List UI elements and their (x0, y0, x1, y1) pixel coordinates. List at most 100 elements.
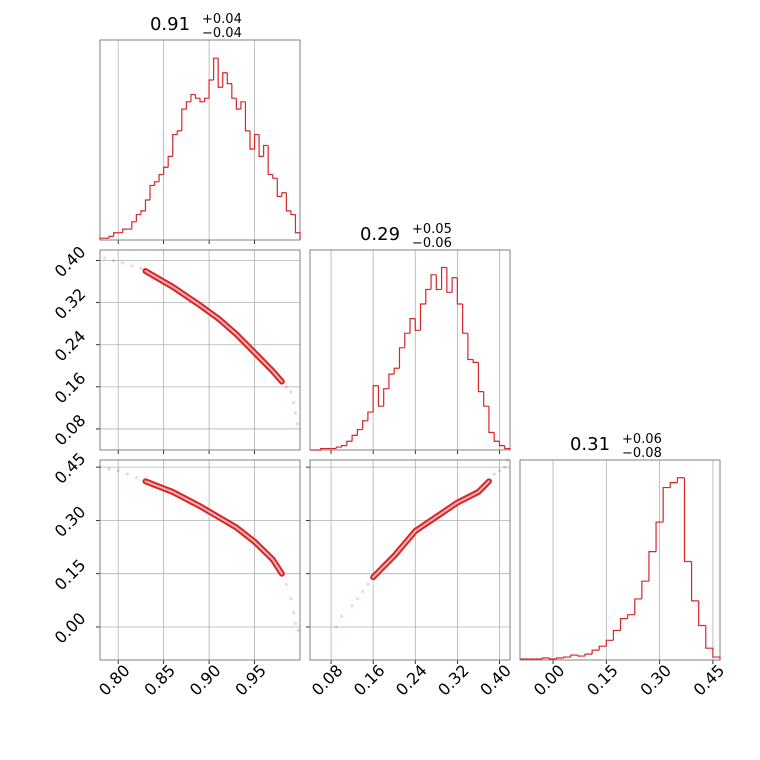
histogram-step (276, 178, 282, 197)
histogram-step (185, 101, 191, 110)
histogram-step (99, 237, 105, 240)
histogram-step (493, 432, 500, 442)
histogram-step (340, 445, 347, 448)
title-value: 0.29 (360, 224, 400, 245)
histogram-step (605, 639, 614, 647)
histogram-step (367, 411, 374, 421)
histogram-step (244, 101, 250, 132)
sample-point (295, 422, 299, 426)
histogram-step (153, 181, 160, 186)
y-tick-label: 0.24 (51, 327, 90, 366)
histogram-step (226, 72, 232, 85)
histogram-step (430, 274, 437, 290)
sample-point (289, 596, 293, 601)
panel-frame (309, 459, 511, 661)
sample-point (361, 589, 365, 594)
contour-outer (142, 478, 285, 577)
histogram-step (619, 618, 628, 631)
sample-point (350, 604, 354, 608)
title-plus: +0.04 (202, 12, 242, 27)
histogram-step (285, 192, 291, 212)
title-value: 0.91 (150, 14, 190, 35)
histogram-step (272, 174, 278, 179)
histogram-step (404, 332, 410, 348)
sample-point (505, 458, 509, 462)
histogram-step (267, 145, 273, 176)
sample-point (289, 390, 293, 394)
histogram-step (598, 645, 607, 651)
panel-frame (99, 459, 301, 661)
histogram-step (435, 274, 442, 291)
y-tick-label: 0.08 (51, 411, 90, 450)
sample-point (503, 465, 507, 469)
histogram-step (131, 221, 137, 230)
x-tick-label: 0.16 (350, 661, 389, 700)
panel-frame (99, 39, 301, 241)
histogram-step (144, 199, 150, 211)
title-plus: +0.05 (412, 222, 452, 237)
histogram-step (122, 228, 128, 233)
y-tick-label: 0.30 (51, 502, 90, 541)
histogram-step (425, 288, 432, 305)
histogram-step (440, 266, 447, 290)
contour-outer (142, 268, 285, 385)
histogram-step (208, 79, 214, 99)
y-tick-label: 0.45 (51, 449, 90, 488)
histogram-step (319, 447, 326, 450)
histogram-step (705, 625, 713, 649)
title-plus: +0.06 (622, 432, 662, 447)
histogram-step (199, 98, 205, 103)
title-minus: −0.08 (622, 446, 662, 461)
histogram-step (393, 367, 400, 375)
histogram-step (462, 304, 468, 334)
histogram-step (167, 155, 173, 168)
x-tick-label: 0.30 (636, 661, 675, 700)
histogram-step (472, 359, 479, 364)
histogram-step (176, 130, 182, 135)
histogram-step (414, 318, 421, 331)
sample-point (121, 261, 125, 265)
histogram-step (641, 580, 649, 599)
histogram-step (669, 482, 678, 488)
panel-title: 0.29 +0.05 −0.06 (360, 222, 452, 251)
histogram-step (456, 277, 463, 305)
contour-inner (144, 480, 283, 575)
sample-point (497, 469, 502, 473)
histogram-step (113, 232, 119, 237)
sample-point (296, 628, 300, 633)
x-tick-label: 0.24 (392, 661, 431, 700)
panel-frame (309, 249, 511, 451)
x-tick-label: 0.80 (95, 661, 134, 700)
histogram-step (648, 551, 657, 582)
histogram-step (498, 441, 505, 447)
x-tick-label: 0.95 (231, 661, 270, 700)
histogram-step (217, 58, 223, 88)
histogram-step (409, 318, 416, 334)
histogram-step (149, 184, 155, 200)
histogram-step (281, 192, 287, 197)
y-tick-label: 0.15 (51, 555, 90, 594)
histogram-step (383, 388, 389, 407)
histogram-step (372, 385, 379, 413)
histogram-step (683, 477, 692, 563)
y-tick-label: 0.16 (51, 369, 90, 408)
y-tick-label: 0.32 (51, 284, 90, 323)
histogram-step (135, 213, 141, 222)
histogram-step (584, 653, 593, 657)
histogram-step (577, 655, 586, 657)
histogram-step (451, 277, 458, 293)
sample-point (292, 611, 296, 615)
y-tick-label: 0.40 (51, 242, 90, 281)
histogram-step (504, 445, 511, 450)
histogram-step (555, 657, 564, 660)
histogram-step (655, 521, 664, 552)
histogram-step (388, 373, 395, 389)
histogram-step (249, 130, 255, 150)
histogram-step (627, 614, 635, 619)
histogram-step (213, 57, 219, 80)
histogram-step (140, 210, 146, 215)
x-tick-label: 0.32 (434, 661, 473, 700)
histogram-step (446, 267, 453, 293)
x-tick-label: 0.45 (690, 661, 729, 700)
